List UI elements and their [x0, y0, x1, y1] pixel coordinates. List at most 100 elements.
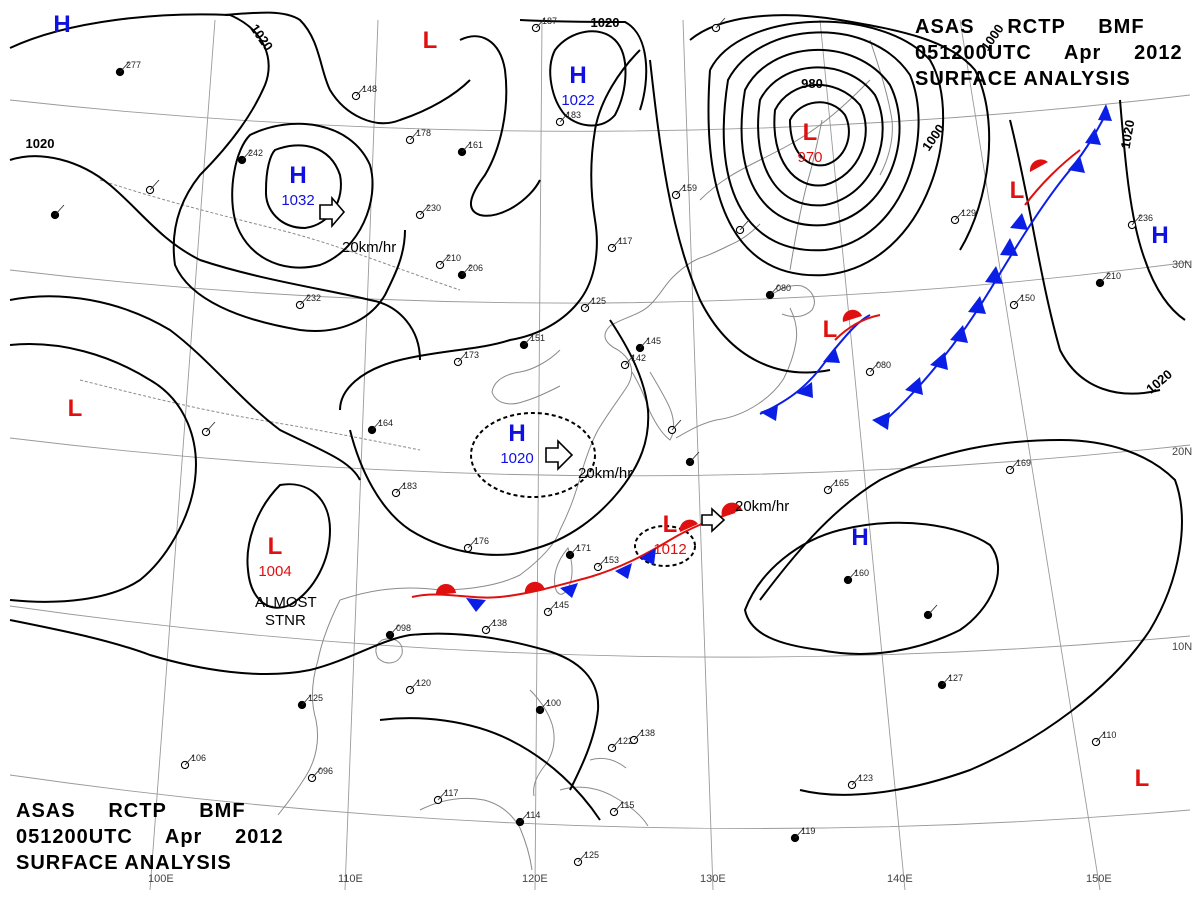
- station-pressure-value: 142: [631, 353, 646, 363]
- wind-barb: [1009, 459, 1020, 471]
- latitude-label: 10N: [1172, 641, 1192, 653]
- wind-barb: [559, 111, 570, 123]
- wind-barb: [611, 237, 622, 249]
- lat-10n-line: [9, 605, 1191, 658]
- wind-barb: [569, 544, 580, 556]
- station-pressure-value: 277: [126, 60, 141, 70]
- isobar-1020-northwest: [9, 155, 421, 361]
- wind-barb: [847, 569, 858, 581]
- high-center-marker: H: [569, 62, 586, 89]
- station-pressure-value: 125: [308, 693, 323, 703]
- station-pressure-value: 100: [546, 698, 561, 708]
- lat-40n-line: [9, 94, 1191, 132]
- station-pressure-value: 210: [446, 253, 461, 263]
- warm-front-bump: [842, 309, 862, 322]
- wind-barb: [299, 294, 310, 306]
- fronts: [411, 104, 1112, 612]
- inland-border-1: [99, 179, 461, 291]
- station-pressure-value: 206: [468, 263, 483, 273]
- wind-barb: [205, 421, 216, 433]
- station-pressure-value: 183: [402, 481, 417, 491]
- header-time-line: 051200UTC Apr 2012: [16, 826, 284, 848]
- longitude-label: 120E: [522, 873, 548, 885]
- wind-barb: [547, 601, 558, 613]
- cold-front-barb: [985, 266, 1003, 284]
- station-pressure-value: 145: [646, 336, 661, 346]
- wind-barb: [851, 774, 862, 786]
- header-title-line: ASAS RCTP BMF: [915, 16, 1145, 38]
- station-pressure-value: 230: [426, 203, 441, 213]
- wind-barb: [624, 354, 635, 366]
- station-pressure-value: 165: [834, 478, 849, 488]
- wind-barb: [519, 811, 530, 823]
- wind-barb: [389, 624, 400, 636]
- lat-0-line: [9, 774, 1191, 829]
- sakhalin: [789, 119, 823, 271]
- isobar-1032-outer: [231, 122, 374, 269]
- isobar-west-ridge: [9, 295, 361, 481]
- latitude-label: 30N: [1172, 259, 1192, 271]
- warm-front-semicircles: [435, 159, 1048, 595]
- station-pressure-value: 242: [248, 148, 263, 158]
- okhotsk-coast: [699, 79, 871, 201]
- wind-barb: [633, 729, 644, 741]
- isobar-east-high-inner: [743, 521, 1000, 655]
- isobar-1000: [707, 20, 945, 277]
- isobars: [9, 11, 1186, 821]
- station-pressure-value: 153: [604, 555, 619, 565]
- cold-front-triangles: [466, 104, 1112, 612]
- station-pressure-value: 120: [416, 678, 431, 688]
- station-pressure-value: 106: [191, 753, 206, 763]
- station-pressure-value: 161: [468, 140, 483, 150]
- wind-barb: [467, 537, 478, 549]
- latitude-labels: 30N 20N 10N: [1172, 259, 1192, 653]
- latitude-label: 20N: [1172, 446, 1192, 458]
- chart-header-top-right: ASAS RCTP BMF 051200UTC Apr 2012 SURFACE…: [915, 14, 1183, 92]
- motion-speed-label: 20km/hr: [735, 498, 789, 515]
- longitude-label: 150E: [1086, 873, 1112, 885]
- isobar-970-1: [788, 101, 850, 167]
- wind-barb: [639, 337, 650, 349]
- warm-front-bump: [721, 502, 742, 516]
- station-pressure-value: 173: [464, 350, 479, 360]
- motion-speed-label: 20km/hr: [342, 239, 396, 256]
- center-pressure-value: 1032: [281, 192, 314, 209]
- wind-barb: [371, 419, 382, 431]
- isobar-value-label: 1020: [26, 136, 55, 151]
- warm-front-north: [1024, 149, 1081, 206]
- station-pressure-value: 117: [444, 788, 458, 798]
- wind-barb: [54, 204, 65, 216]
- station-pressure-value: 125: [584, 850, 599, 860]
- wind-barb: [409, 129, 420, 141]
- wind-barb: [739, 219, 750, 231]
- stationary-annotation-line1: ALMOST: [255, 594, 317, 611]
- longitude-labels: 100E 110E 120E 130E 140E 150E: [148, 873, 1112, 885]
- cold-front-barb: [905, 377, 923, 395]
- station-pressure-value: 171: [576, 543, 591, 553]
- station-pressure-value: 117: [618, 236, 632, 246]
- pressure-centers: H L H 1022 H 1032 L 970 L L H L H 1020 L 1004 L 1012 H L: [53, 11, 1168, 792]
- cold-front-barb: [466, 598, 486, 612]
- warm-front-bump: [679, 519, 698, 532]
- station-pressure-value: 098: [396, 623, 411, 633]
- station-pressure-value: 169: [1016, 458, 1031, 468]
- wind-barb: [439, 254, 450, 266]
- wind-barb: [1099, 272, 1110, 284]
- station-pressure-value: 110: [1102, 730, 1116, 740]
- coastlines: [79, 39, 893, 871]
- wind-barb: [715, 17, 726, 29]
- chart-header-bottom-left: ASAS RCTP BMF 051200UTC Apr 2012 SURFACE…: [16, 798, 284, 876]
- longitude-label: 110E: [338, 873, 363, 885]
- wind-barb: [437, 789, 448, 801]
- center-pressure-value: 970: [797, 149, 822, 166]
- bohai-coast: [491, 349, 561, 405]
- isobar-far-east: [1009, 119, 1161, 395]
- station-pressure-value: 178: [416, 128, 431, 138]
- graticule: [9, 19, 1191, 891]
- cold-front-north: [879, 109, 1109, 426]
- wind-barb: [301, 694, 312, 706]
- wind-barb: [485, 619, 496, 631]
- low-center-marker: L: [803, 119, 818, 146]
- cold-front-barb: [823, 347, 840, 363]
